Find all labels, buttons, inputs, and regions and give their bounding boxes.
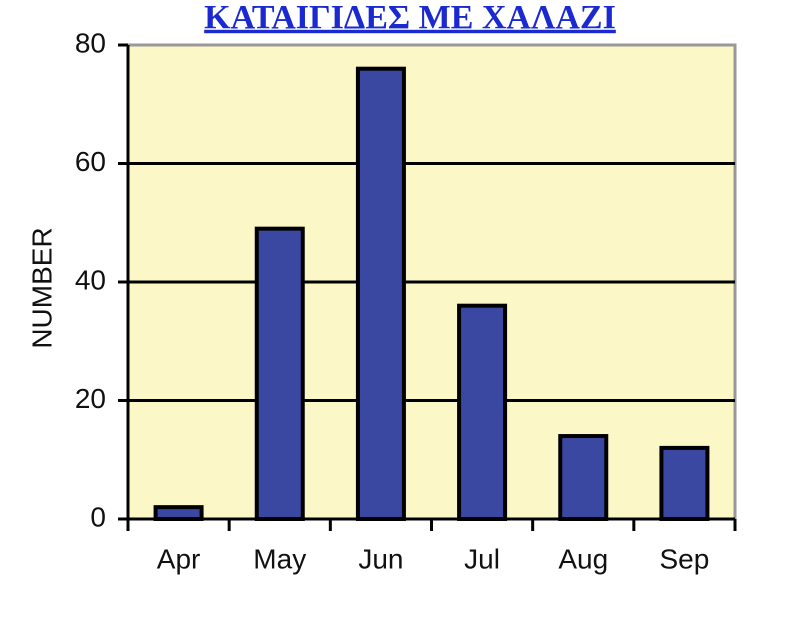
- bar: [355, 66, 406, 521]
- x-tick-label: Sep: [660, 543, 710, 574]
- chart-title: ΚΑΤΑΙΓΙΔΕΣ ΜΕ ΧΑΛΑΖΙ: [204, 0, 616, 36]
- x-tick-label: May: [253, 543, 306, 574]
- y-tick-label: 60: [75, 146, 106, 177]
- bar: [254, 226, 305, 522]
- y-tick-label: 40: [75, 264, 106, 295]
- x-tick-label: Jul: [464, 543, 500, 574]
- bar: [457, 303, 508, 522]
- bar: [558, 434, 609, 521]
- y-tick-label: 80: [75, 27, 106, 58]
- y-tick-label: 20: [75, 383, 106, 414]
- y-tick-label: 0: [90, 501, 106, 532]
- bar: [659, 445, 710, 521]
- bar: [153, 505, 204, 521]
- x-tick-label: Jun: [358, 543, 403, 574]
- x-tick-label: Apr: [157, 543, 201, 574]
- x-tick-label: Aug: [558, 543, 608, 574]
- y-axis-label: NUMBER: [26, 227, 57, 348]
